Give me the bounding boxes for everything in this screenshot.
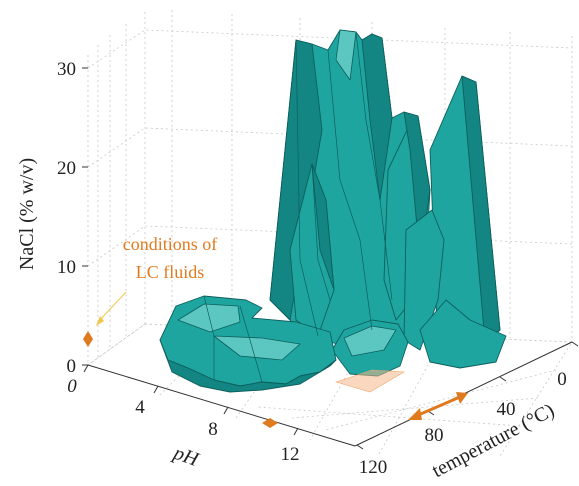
annotation-arrowhead-icon xyxy=(96,316,104,326)
ph-tick-label: 0 xyxy=(67,376,77,397)
ph-axis-line xyxy=(87,364,356,447)
nacl-tick-label: 10 xyxy=(57,257,76,278)
lc-fluids-annotation: conditions of LC fluids xyxy=(83,234,468,428)
temperature-tick-label: 80 xyxy=(425,425,444,446)
ph-tick-label: 4 xyxy=(135,397,145,418)
ph-marker-icon xyxy=(262,418,278,428)
ph-tick-label: 12 xyxy=(281,444,300,465)
temperature-tick-label: 0 xyxy=(557,369,567,390)
temperature-axis-label: temperature (°C) xyxy=(428,399,558,482)
temperature-range-left-arrow-icon xyxy=(408,408,422,420)
nacl-marker-icon xyxy=(83,331,93,347)
nacl-tick-labels: 0 10 20 30 xyxy=(57,59,76,377)
temperature-range-bar xyxy=(415,395,461,418)
temperature-range-right-arrow-icon xyxy=(456,392,468,404)
nacl-tick-label: 20 xyxy=(57,158,76,179)
temperature-tick-label: 40 xyxy=(497,399,516,420)
temperature-tick-labels: 0 40 80 120 xyxy=(359,369,567,478)
ph-axis-label: pH xyxy=(169,441,203,471)
nacl-axis-label: NaCl (% w/v) xyxy=(16,158,38,270)
nacl-tick-label: 30 xyxy=(57,59,76,80)
lc-conditions-plane xyxy=(334,369,405,393)
ph-tick-label: 8 xyxy=(208,419,218,440)
annotation-pointer xyxy=(97,291,127,323)
nacl-tick-label: 0 xyxy=(67,356,77,377)
temperature-tick-label: 120 xyxy=(359,457,388,478)
annotation-line-1: conditions of xyxy=(123,234,218,254)
surface-blob xyxy=(159,29,507,393)
annotation-line-2: LC fluids xyxy=(136,262,205,282)
ph-tick-labels: 0 4 8 12 xyxy=(67,376,299,465)
